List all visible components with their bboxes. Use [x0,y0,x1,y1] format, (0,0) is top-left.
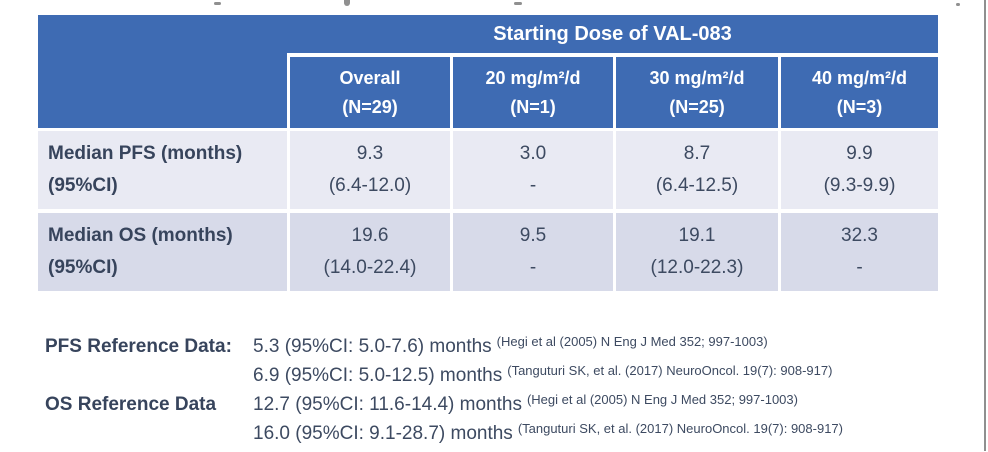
column-header-label: Overall [339,67,401,88]
cropped-text-fragment [344,0,350,6]
cell-value: 9.3 [356,143,384,164]
os-reference-line-2: 16.0 (95%CI: 9.1-28.7) months (Tanguturi… [45,421,980,452]
table-cell: 9.9 (9.3-9.9) [781,131,938,209]
reference-value: 6.9 (95%CI: 5.0-12.5) months [253,365,503,386]
cell-value: 8.7 [683,143,711,164]
pfs-reference-line-2: 6.9 (95%CI: 5.0-12.5) months (Tanguturi … [45,363,980,394]
cell-value: 19.6 [351,225,389,246]
cell-value: 3.0 [519,143,547,164]
pfs-reference-label: PFS Reference Data: [45,336,232,357]
os-reference-label: OS Reference Data [45,394,217,415]
pfs-reference-line-1: PFS Reference Data: 5.3 (95%CI: 5.0-7.6)… [45,334,980,365]
cropped-text-fragment [214,2,221,5]
header-cell-blank [38,57,287,128]
os-reference-line-1: OS Reference Data 12.7 (95%CI: 11.6-14.4… [45,392,980,423]
cell-value: 32.3 [841,225,878,246]
reference-value: 12.7 (95%CI: 11.6-14.4) months [253,394,522,415]
table-cell: 9.3 (6.4-12.0) [290,131,450,209]
table-cell: 19.1 (12.0-22.3) [616,213,778,291]
row-label: Median OS (months) (95%CI) [38,213,287,291]
table-title: Starting Dose of VAL-083 [493,22,732,45]
cropped-text-fragment [956,3,960,6]
header-cell-30mg: 30 mg/m²/d (N=25) [616,57,778,128]
column-header-label: 20 mg/m²/d [485,67,581,88]
row-divider [38,128,938,131]
cell-value: 9.9 [846,143,873,164]
cell-ci: (12.0-22.3) [650,257,744,278]
reference-citation: (Hegi et al (2005) N Eng J Med 352; 997-… [526,392,798,407]
cell-value: 19.1 [678,225,716,246]
cell-ci: (6.4-12.5) [655,175,739,196]
column-header-n: (N=29) [342,96,398,117]
table-title-band: Starting Dose of VAL-083 [38,15,938,53]
column-header-n: (N=25) [669,96,725,117]
title-underline [38,53,938,57]
row-label: Median PFS (months) (95%CI) [38,131,287,209]
reference-citation: (Tanguturi SK, et al. (2017) NeuroOncol.… [507,363,833,378]
reference-value: 5.3 (95%CI: 5.0-7.6) months [253,336,492,357]
header-cell-overall: Overall (N=29) [290,57,450,128]
reference-citation: (Tanguturi SK, et al. (2017) NeuroOncol.… [517,421,843,436]
column-header-n: (N=3) [836,96,883,117]
cell-ci: - [529,175,537,196]
row-divider [38,209,938,213]
table-row-os: Median OS (months) (95%CI) 19.6 (14.0-22… [38,213,938,291]
cell-ci: (14.0-22.4) [323,257,417,278]
table-cell: 19.6 (14.0-22.4) [290,213,450,291]
column-header-label: 30 mg/m²/d [649,67,745,88]
column-header-row: Overall (N=29) 20 mg/m²/d (N=1) 30 mg/m²… [38,57,938,128]
table-cell: 3.0 - [453,131,613,209]
dose-table: Starting Dose of VAL-083 Overall (N=29) … [38,15,938,291]
cell-ci: - [529,257,537,278]
cell-value: 9.5 [519,225,547,246]
cell-ci: (9.3-9.9) [823,175,896,196]
window-edge-line [984,0,986,451]
reference-value: 16.0 (95%CI: 9.1-28.7) months [253,423,513,444]
header-cell-40mg: 40 mg/m²/d (N=3) [781,57,938,128]
table-cell: 9.5 - [453,213,613,291]
cell-ci: (6.4-12.0) [328,175,412,196]
reference-citation: (Hegi et al (2005) N Eng J Med 352; 997-… [496,334,768,349]
table-cell: 32.3 - [781,213,938,291]
column-header-n: (N=1) [510,96,556,117]
header-cell-20mg: 20 mg/m²/d (N=1) [453,57,613,128]
table-row-pfs: Median PFS (months) (95%CI) 9.3 (6.4-12.… [38,131,938,209]
cropped-text-line [0,0,988,8]
cell-ci: - [856,257,863,278]
reference-data-block: PFS Reference Data: 5.3 (95%CI: 5.0-7.6)… [45,334,980,452]
cropped-text-fragment [514,2,522,5]
column-header-label: 40 mg/m²/d [811,67,908,88]
table-cell: 8.7 (6.4-12.5) [616,131,778,209]
